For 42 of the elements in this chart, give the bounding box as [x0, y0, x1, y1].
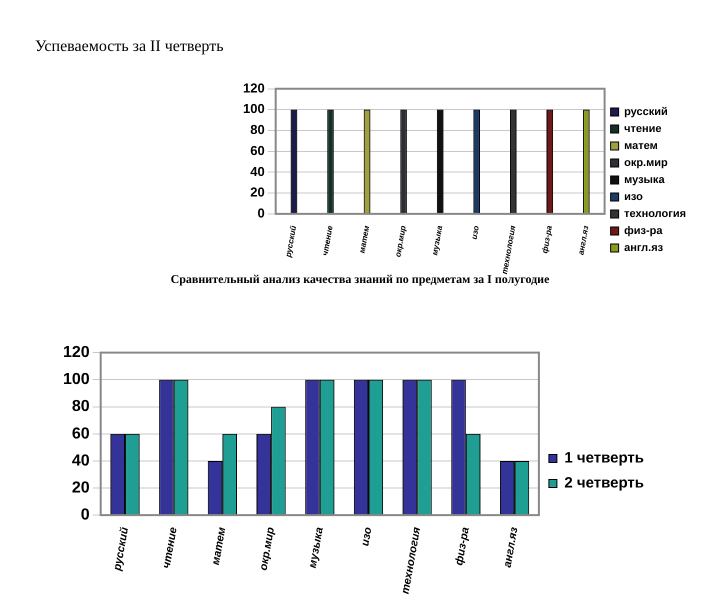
y-tick-label: 0: [257, 206, 265, 221]
y-tick-label: 120: [242, 80, 265, 96]
x-tick-label: окр.мир: [393, 224, 408, 258]
x-tick-label: англ.яз: [502, 526, 521, 568]
x-tick-label: физ-ра: [453, 526, 472, 566]
x-tick-label: русский: [284, 224, 298, 259]
x-tick-label: русский: [111, 526, 132, 572]
legend-label: матем: [624, 140, 658, 152]
y-tick-label: 40: [250, 164, 265, 179]
y-tick-label: 20: [250, 184, 265, 200]
y-tick-label: 0: [80, 506, 90, 524]
x-tick-label: чтение: [160, 526, 180, 570]
x-tick-label: музыка: [306, 526, 326, 569]
x-tick-label: физ-ра: [540, 224, 554, 254]
x-tick-label: матем: [210, 526, 228, 566]
y-tick-label: 60: [250, 142, 265, 158]
y-tick-label: 20: [72, 479, 90, 496]
x-tick-label: матем: [358, 224, 372, 254]
legend-label: 2 четверть: [564, 474, 644, 492]
legend-label: музыка: [624, 174, 666, 186]
text: Успеваемость за II четверть: [35, 38, 224, 56]
legend-label: окр.мир: [624, 157, 668, 170]
y-tick-label: 60: [72, 425, 90, 442]
x-tick-label: чтение: [320, 224, 335, 256]
legend-label: чтение: [624, 123, 662, 136]
x-tick-label: изо: [359, 526, 374, 547]
x-tick-label: англ.яз: [576, 224, 590, 256]
x-tick-label: технология: [500, 224, 518, 275]
y-tick-label: 100: [62, 371, 90, 388]
x-tick-label: технология: [400, 526, 424, 595]
legend-label: изо: [624, 191, 644, 204]
y-tick-label: 80: [250, 122, 265, 138]
x-tick-label: изо: [470, 224, 481, 240]
legend-label: технология: [624, 208, 686, 220]
legend-label: русский: [624, 106, 668, 118]
y-tick-label: 40: [72, 452, 90, 470]
y-tick-label: 120: [62, 344, 90, 362]
y-tick-label: 80: [72, 398, 90, 416]
legend-label: 1 четверть: [564, 450, 644, 467]
y-tick-label: 100: [242, 101, 265, 116]
x-tick-label: музыка: [430, 224, 444, 256]
x-tick-label: окр.мир: [258, 526, 278, 572]
